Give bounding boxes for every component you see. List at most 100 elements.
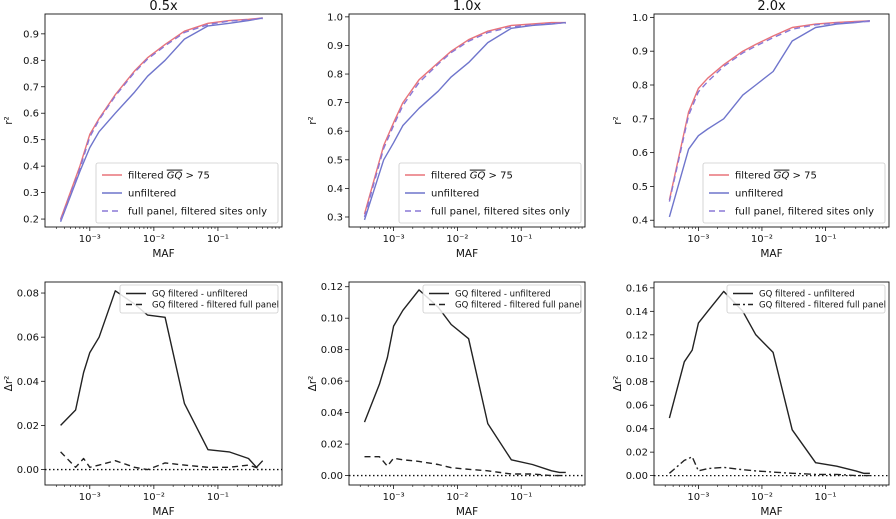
chart-5-ytick-label: 0.04 xyxy=(321,408,343,419)
chart-6-ytick-label: 0.08 xyxy=(626,377,648,388)
chart-2-frame xyxy=(348,13,586,228)
chart-4-series-1-line xyxy=(60,290,264,468)
chart-3-xtick-label: 10⁻³ xyxy=(687,234,709,245)
chart-2-series-1-line xyxy=(363,21,566,215)
chart-4-ytick-label: 0.00 xyxy=(17,465,39,476)
chart-5-series-1-line xyxy=(363,289,566,474)
chart-3-series-3-line xyxy=(668,20,870,202)
chart-2-ytick-label: 0.8 xyxy=(327,70,343,81)
chart-2-ytick-label: 0.4 xyxy=(327,184,343,195)
chart-2-xtick-label: 10⁻³ xyxy=(383,234,405,245)
chart-2-title: 1.0x xyxy=(453,0,482,14)
chart-4: 0.00 0.02 0.04 0.06 0.08 10⁻³ 10⁻² 10⁻¹ MAF Δr² GQ… xyxy=(3,281,283,518)
chart-4-ytick-label: 0.08 xyxy=(17,289,39,300)
chart-6-xlabel: MAF xyxy=(760,506,782,518)
chart-1-ylabel: r² xyxy=(3,116,15,125)
chart-1-series-2-line xyxy=(59,17,263,222)
chart-3-ytick-label: 0.9 xyxy=(632,47,648,58)
chart-2: 1.0x 0.3 0.4 0.5 0.6 0.7 0.8 0.9 1.0 10⁻³ 10⁻² 10⁻¹… xyxy=(307,0,586,260)
chart-3-ytick-label: 0.5 xyxy=(632,182,648,193)
chart-4-ytick-label: 0.02 xyxy=(17,421,39,432)
chart-3-ytick-label: 0.4 xyxy=(632,216,648,227)
chart-5-xtick-label: 10⁻² xyxy=(446,492,468,503)
chart-1-frame xyxy=(44,13,283,228)
chart-1-legend xyxy=(95,162,279,224)
chart-3-legend-label: full panel, filtered sites only xyxy=(735,207,874,218)
chart-2-xtick-label: 10⁻² xyxy=(446,234,468,245)
chart-2-legend xyxy=(398,162,582,224)
chart-5-legend-label: GQ filtered - filtered full panel xyxy=(455,301,582,311)
chart-4-frame xyxy=(44,281,283,486)
chart-3-title: 2.0x xyxy=(757,0,786,14)
chart-6-ylabel: Δr² xyxy=(612,376,624,392)
chart-1-ytick-label: 0.4 xyxy=(23,162,39,173)
chart-3-legend xyxy=(702,162,886,224)
chart-6-ytick-label: 0.06 xyxy=(626,401,648,412)
chart-2-xtick-label: 10⁻¹ xyxy=(510,234,532,245)
chart-1-legend-label: unfiltered xyxy=(128,189,176,200)
chart-2-ytick-label: 0.6 xyxy=(327,127,343,138)
chart-5: 0.00 0.02 0.04 0.06 0.08 0.10 0.12 10⁻³ 10⁻² 10⁻¹… xyxy=(307,281,586,518)
chart-1-title: 0.5x xyxy=(149,0,178,14)
chart-6-series-1-line xyxy=(668,290,870,474)
chart-1-ytick-label: 0.3 xyxy=(23,188,39,199)
chart-3-legend-label: filtered GQ > 75 xyxy=(735,171,817,182)
chart-1-xtick-label: 10⁻¹ xyxy=(207,234,229,245)
chart-2-legend-label: filtered GQ > 75 xyxy=(431,171,513,182)
chart-6-ytick-label: 0.12 xyxy=(626,330,648,341)
chart-1-ytick-label: 0.2 xyxy=(23,215,39,226)
chart-3-ytick-label: 1.0 xyxy=(632,13,648,24)
chart-6-ytick-label: 0.00 xyxy=(626,471,648,482)
chart-3-xlabel: MAF xyxy=(760,248,782,260)
chart-6-ytick-label: 0.10 xyxy=(626,354,648,365)
chart-5-legend-label: GQ filtered - unfiltered xyxy=(455,290,551,300)
chart-5-frame xyxy=(348,281,586,486)
chart-2-ytick-label: 0.3 xyxy=(327,212,343,223)
chart-3-ytick-label: 0.6 xyxy=(632,148,648,159)
chart-1-ytick-label: 0.8 xyxy=(23,56,39,67)
chart-1-xtick-label: 10⁻² xyxy=(143,234,165,245)
chart-4-series-2-line xyxy=(60,451,263,471)
chart-6-legend-label: GQ filtered - filtered full panel xyxy=(759,301,886,311)
chart-6-ytick-label: 0.16 xyxy=(626,283,648,294)
chart-6-series-2-line xyxy=(668,456,870,477)
chart-1-legend-label: filtered GQ > 75 xyxy=(128,171,210,182)
chart-6-ytick-label: 0.02 xyxy=(626,448,648,459)
chart-6-frame xyxy=(653,281,890,486)
chart-3-frame xyxy=(653,13,890,228)
chart-3-legend-label: unfiltered xyxy=(735,189,783,200)
chart-3-ytick-label: 0.7 xyxy=(632,114,648,125)
chart-6: 0.00 0.02 0.04 0.06 0.08 0.10 0.12 0.14 0.16 10⁻³… xyxy=(612,281,890,518)
chart-5-xlabel: MAF xyxy=(456,506,478,518)
chart-2-series-2-line xyxy=(363,21,566,221)
chart-1-ytick-label: 0.9 xyxy=(23,29,39,40)
chart-5-legend xyxy=(422,284,582,314)
chart-3: 2.0x 0.4 0.5 0.6 0.7 0.8 0.9 1.0 10⁻³ 10⁻² 10⁻¹ MAF… xyxy=(612,0,890,260)
chart-4-xlabel: MAF xyxy=(152,506,174,518)
chart-2-ylabel: r² xyxy=(307,116,319,125)
chart-1-ytick-label: 0.6 xyxy=(23,109,39,120)
chart-1-legend-label: full panel, filtered sites only xyxy=(128,207,267,218)
chart-6-ytick-label: 0.04 xyxy=(626,424,648,435)
chart-5-series-2-line xyxy=(364,456,566,477)
chart-3-xtick-label: 10⁻¹ xyxy=(814,234,836,245)
chart-6-legend-label: GQ filtered - unfiltered xyxy=(759,290,855,300)
chart-4-ylabel: Δr² xyxy=(3,376,15,392)
chart-1-ytick-label: 0.7 xyxy=(23,82,39,93)
chart-2-ytick-label: 1.0 xyxy=(327,12,343,23)
chart-2-legend-label: full panel, filtered sites only xyxy=(431,207,570,218)
chart-6-xtick-label: 10⁻² xyxy=(751,492,773,503)
chart-6-legend xyxy=(726,284,886,314)
chart-1-xtick-label: 10⁻³ xyxy=(79,234,101,245)
chart-3-ylabel: r² xyxy=(612,116,624,125)
chart-4-legend-label: GQ filtered - filtered full panel xyxy=(152,301,279,311)
chart-4-xtick-label: 10⁻³ xyxy=(79,492,101,503)
chart-4-ytick-label: 0.06 xyxy=(17,333,39,344)
chart-5-ytick-label: 0.00 xyxy=(321,471,343,482)
chart-5-xtick-label: 10⁻³ xyxy=(383,492,405,503)
chart-5-ytick-label: 0.02 xyxy=(321,440,343,451)
chart-2-xlabel: MAF xyxy=(456,248,478,260)
chart-2-ytick-label: 0.7 xyxy=(327,98,343,109)
chart-4-legend-label: GQ filtered - unfiltered xyxy=(152,290,248,300)
